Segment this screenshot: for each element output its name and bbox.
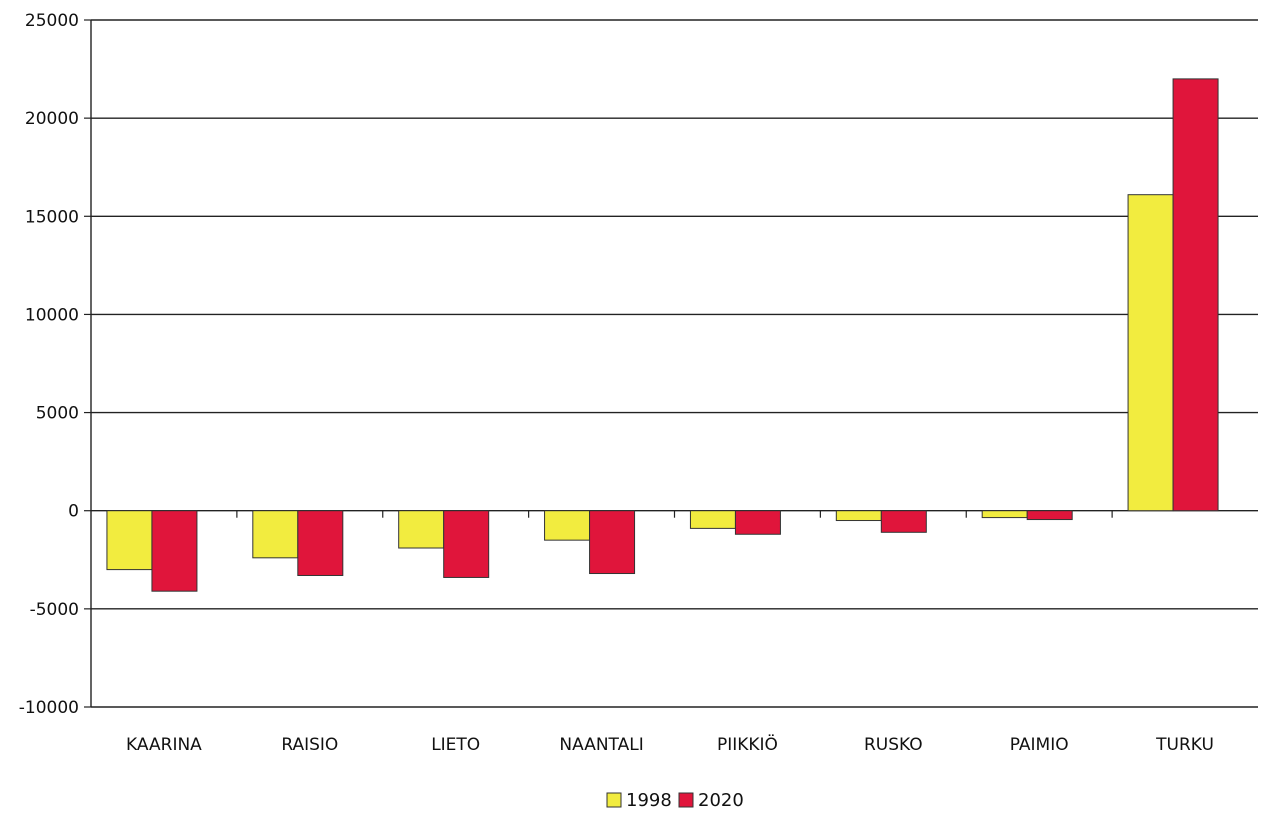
- x-tick-label: RUSKO: [864, 735, 923, 755]
- legend-label-1998: 1998: [626, 790, 672, 811]
- bar-1998-naantali: [544, 510, 591, 541]
- legend: 1998 2020: [606, 790, 744, 811]
- legend-label-2020: 2020: [698, 790, 744, 811]
- bar-2020-raisio: [297, 510, 344, 576]
- x-tick-label: PIIKKIÖ: [717, 733, 778, 755]
- x-tick-label: RAISIO: [281, 735, 338, 755]
- x-tick-label: NAANTALI: [559, 735, 643, 755]
- x-tick-label: LIETO: [431, 735, 480, 755]
- bar-1998-turku: [1127, 194, 1174, 512]
- x-tick-label: TURKU: [1155, 735, 1214, 755]
- bar-2020-paimio: [1026, 510, 1073, 521]
- x-tick-label: KAARINA: [126, 735, 202, 755]
- bar-1998-piikkiö: [689, 510, 736, 529]
- bar-2020-kaarina: [151, 510, 198, 592]
- y-tick-label: 10000: [25, 305, 79, 325]
- bar-1998-raisio: [252, 510, 299, 559]
- legend-swatch-2020: [678, 792, 694, 808]
- x-axis-ticks: KAARINA RAISIO LIETO NAANTALI PIIKKIÖ RUSKO PA…: [126, 733, 1214, 755]
- y-tick-label: -10000: [19, 698, 79, 718]
- bar-2020-lieto: [443, 510, 490, 578]
- bar-1998-rusko: [835, 510, 882, 522]
- x-tick-label: PAIMIO: [1010, 735, 1069, 755]
- axes: [84, 19, 1258, 708]
- bar-1998-paimio: [981, 510, 1028, 519]
- bar-1998-lieto: [398, 510, 445, 549]
- y-tick-label: 15000: [25, 207, 79, 227]
- y-tick-label: 0: [68, 502, 79, 522]
- y-tick-label: 20000: [25, 109, 79, 129]
- bar-2020-naantali: [589, 510, 636, 575]
- bar-2020-rusko: [880, 510, 927, 533]
- y-axis-ticks: 25000 20000 15000 10000 5000 0 -5000 -10000: [19, 11, 79, 718]
- y-tick-label: -5000: [30, 600, 79, 620]
- bar-2020-piikkiö: [734, 510, 781, 535]
- legend-swatch-1998: [606, 792, 622, 808]
- bar-2020-turku: [1172, 78, 1219, 512]
- bars: [106, 78, 1219, 592]
- y-tick-label: 25000: [25, 11, 79, 31]
- bar-1998-kaarina: [106, 510, 153, 571]
- y-tick-label: 5000: [36, 404, 79, 424]
